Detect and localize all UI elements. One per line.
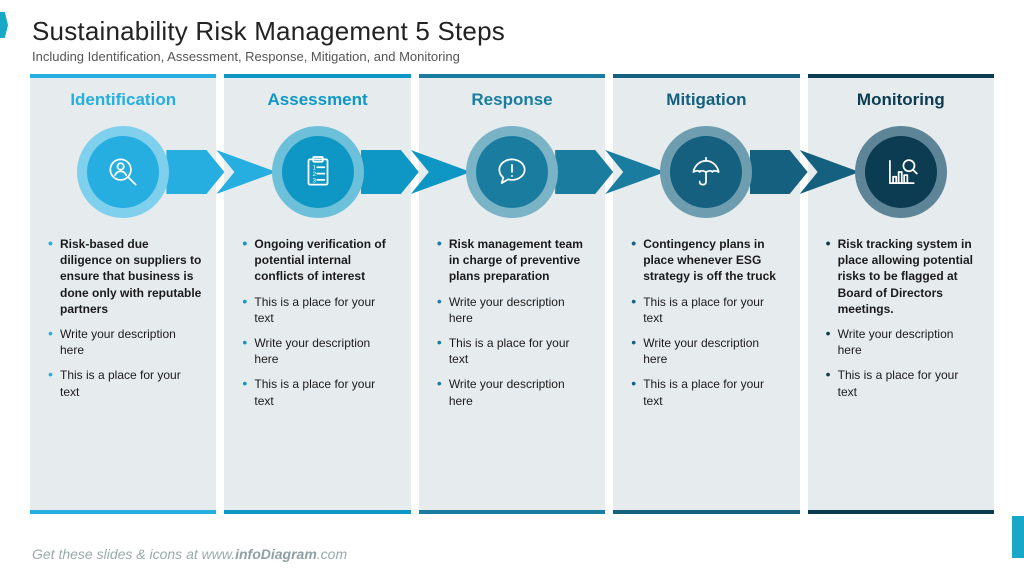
step-icon-zone: 123 (224, 118, 410, 226)
bullet-item: Contingency plans in place whenever ESG … (631, 236, 785, 285)
step-icon-zone (419, 118, 605, 226)
arrow-incoming (411, 150, 471, 194)
arrow-outgoing (555, 150, 613, 194)
steps-board: Identification Risk-based due diligence o… (30, 74, 994, 514)
bullet-item: Risk management team in charge of preven… (437, 236, 591, 285)
step-column-5: Monitoring Risk tracking system in place … (808, 74, 994, 514)
step-title: Response (419, 90, 605, 110)
step-bullets: Risk management team in charge of preven… (419, 226, 605, 430)
arrow-outgoing (166, 150, 224, 194)
step-title: Monitoring (808, 90, 994, 110)
header: Sustainability Risk Management 5 Steps I… (0, 0, 1024, 70)
bullet-item: Risk tracking system in place allowing p… (826, 236, 980, 317)
bullet-item: This is a place for your text (631, 376, 785, 408)
bullet-item: Write your description here (437, 294, 591, 326)
alert-bubble-icon (476, 136, 548, 208)
bullet-item: This is a place for your text (631, 294, 785, 326)
step-icon-zone (808, 118, 994, 226)
arrow-outgoing (750, 150, 808, 194)
step-icon-zone (613, 118, 799, 226)
bullet-item: This is a place for your text (437, 335, 591, 367)
page-title: Sustainability Risk Management 5 Steps (32, 16, 992, 47)
step-bullets: Ongoing verification of potential intern… (224, 226, 410, 430)
footer-credit: Get these slides & icons at www.infoDiag… (32, 546, 347, 562)
arrow-outgoing (361, 150, 419, 194)
arrow-incoming (800, 150, 860, 194)
step-column-3: Response Risk management team in charge o… (419, 74, 605, 514)
footer-bold: infoDiagram (235, 546, 317, 562)
bullet-item: Write your description here (826, 326, 980, 358)
checklist-icon: 123 (282, 136, 354, 208)
search-person-icon (87, 136, 159, 208)
step-title: Mitigation (613, 90, 799, 110)
bullet-item: This is a place for your text (242, 294, 396, 326)
svg-text:3: 3 (312, 177, 316, 184)
footer-suffix: .com (317, 546, 347, 562)
bullet-item: Ongoing verification of potential intern… (242, 236, 396, 285)
step-bullets: Risk tracking system in place allowing p… (808, 226, 994, 421)
bullet-item: Risk-based due diligence on suppliers to… (48, 236, 202, 317)
bullet-item: This is a place for your text (826, 367, 980, 399)
footer-prefix: Get these slides & icons at www. (32, 546, 235, 562)
step-column-4: Mitigation Contingency plans in place whe… (613, 74, 799, 514)
umbrella-icon (670, 136, 742, 208)
step-bullets: Risk-based due diligence on suppliers to… (30, 226, 216, 421)
chart-magnifier-icon (865, 136, 937, 208)
bullet-item: This is a place for your text (48, 367, 202, 399)
bullet-item: Write your description here (631, 335, 785, 367)
step-title: Identification (30, 90, 216, 110)
step-icon-zone (30, 118, 216, 226)
step-column-1: Identification Risk-based due diligence o… (30, 74, 216, 514)
bullet-item: Write your description here (48, 326, 202, 358)
bullet-item: Write your description here (437, 376, 591, 408)
page-subtitle: Including Identification, Assessment, Re… (32, 49, 992, 64)
arrow-incoming (216, 150, 276, 194)
step-bullets: Contingency plans in place whenever ESG … (613, 226, 799, 430)
step-column-2: Assessment 123 Ongoing verification of pot… (224, 74, 410, 514)
bullet-item: Write your description here (242, 335, 396, 367)
arrow-incoming (605, 150, 665, 194)
bullet-item: This is a place for your text (242, 376, 396, 408)
footer-accent (1012, 516, 1024, 558)
step-title: Assessment (224, 90, 410, 110)
